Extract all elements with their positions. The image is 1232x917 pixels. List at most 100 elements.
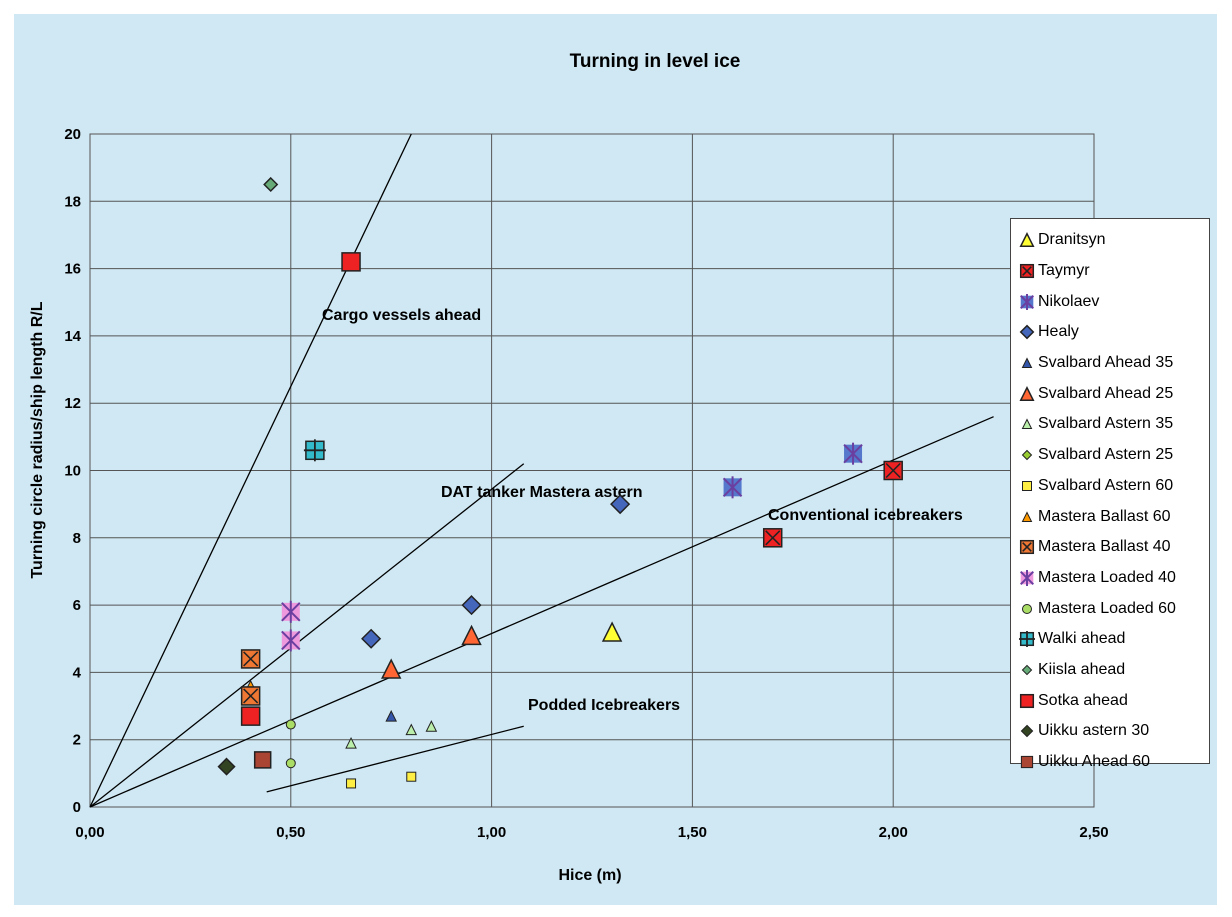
data-point	[240, 686, 261, 706]
legend-marker	[1019, 540, 1035, 555]
trend-line	[89, 463, 525, 808]
legend-label: Svalbard Astern 35	[1038, 415, 1174, 433]
data-point	[341, 252, 361, 272]
legend-label: Mastera Loaded 40	[1038, 568, 1176, 586]
y-axis-label: Turning circle radius/ship length R/L	[29, 301, 46, 578]
legend-label: Svalbard Ahead 25	[1038, 384, 1174, 402]
legend-marker	[1022, 603, 1032, 614]
legend-item: Svalbard Ahead 25	[1019, 378, 1203, 409]
legend-marker	[1019, 232, 1035, 248]
legend-marker	[1019, 385, 1035, 401]
legend-marker	[1021, 449, 1033, 461]
data-point	[240, 649, 261, 669]
data-point	[361, 628, 382, 649]
legend-marker	[1019, 569, 1035, 586]
legend-item: Mastera Ballast 60	[1019, 501, 1203, 532]
y-tick-label: 10	[64, 463, 81, 480]
data-point	[217, 757, 236, 776]
legend-label: Svalbard Ahead 35	[1038, 354, 1174, 372]
y-tick-label: 18	[64, 193, 81, 210]
legend-item: Walki ahead	[1019, 624, 1203, 655]
legend-marker	[1021, 510, 1033, 522]
legend-label: Mastera Loaded 60	[1038, 599, 1176, 617]
legend-label: Kiisla ahead	[1038, 660, 1126, 678]
trend-line-label: Conventional icebreakers	[768, 507, 963, 524]
data-point	[843, 442, 863, 465]
x-tick-label: 2,50	[1079, 824, 1108, 841]
data-point	[285, 758, 296, 769]
legend-item: Mastera Loaded 60	[1019, 593, 1203, 624]
legend-label: Taymyr	[1038, 262, 1090, 280]
data-point	[240, 706, 261, 726]
data-point	[346, 778, 357, 789]
data-point	[345, 736, 357, 749]
y-tick-label: 20	[64, 126, 81, 143]
legend-marker	[1020, 725, 1034, 738]
y-tick-label: 14	[64, 328, 81, 345]
legend-label: Mastera Ballast 60	[1038, 507, 1171, 525]
data-point	[610, 494, 631, 515]
legend-marker	[1021, 418, 1033, 430]
legend-marker	[1019, 631, 1035, 648]
trend-line	[89, 416, 994, 808]
axes: 0,00 0,50 1,00 1,50 2,00 2,50 0 2 4 6 8 10 12 14 16 18 2…	[64, 126, 1108, 841]
legend-label: Svalbard Astern 25	[1038, 446, 1174, 464]
legend-item: Healy	[1019, 317, 1203, 348]
legend-item: Nikolaev	[1019, 286, 1203, 317]
data-point	[461, 595, 482, 616]
legend-marker	[1020, 755, 1034, 769]
legend-item: Kiisla ahead	[1019, 655, 1203, 686]
data-point	[461, 624, 482, 646]
y-tick-label: 12	[64, 395, 81, 412]
y-tick-label: 4	[73, 664, 82, 681]
y-tick-label: 2	[73, 732, 81, 749]
legend-marker	[1021, 357, 1033, 369]
data-point	[385, 710, 398, 722]
data-point	[883, 460, 903, 481]
x-tick-label: 0,50	[276, 824, 305, 841]
data-point	[281, 629, 301, 652]
data-point	[601, 621, 623, 642]
data-point	[285, 719, 296, 730]
data-point	[303, 439, 326, 462]
legend-item: Taymyr	[1019, 256, 1203, 287]
legend-item: Svalbard Astern 35	[1019, 409, 1203, 440]
legend-item: Mastera Loaded 40	[1019, 563, 1203, 594]
data-point	[263, 176, 279, 193]
y-tick-label: 0	[73, 799, 81, 816]
legend-label: Uikku astern 30	[1038, 722, 1150, 740]
legend-item: Uikku Ahead 60	[1019, 747, 1203, 778]
legend-label: Healy	[1038, 323, 1079, 341]
legend-item: Svalbard Astern 60	[1019, 471, 1203, 502]
data-point	[253, 751, 272, 769]
legend-marker	[1022, 480, 1032, 491]
y-tick-label: 16	[64, 261, 81, 278]
legend-item: Uikku astern 30	[1019, 716, 1203, 747]
data-point	[380, 658, 402, 679]
legend-label: Mastera Ballast 40	[1038, 538, 1171, 556]
legend-marker	[1019, 693, 1035, 708]
legend-marker	[1019, 263, 1035, 279]
x-tick-label: 1,00	[477, 824, 506, 841]
legend-marker	[1019, 293, 1035, 310]
legend-marker	[1021, 664, 1033, 676]
legend-marker	[1019, 325, 1035, 340]
trend-line	[266, 725, 524, 793]
trend-line-label: Cargo vessels ahead	[322, 307, 481, 324]
x-axis-label: Hice (m)	[558, 867, 621, 884]
y-tick-label: 6	[73, 597, 81, 614]
data-points	[217, 176, 903, 789]
x-tick-label: 1,50	[678, 824, 707, 841]
data-point	[762, 528, 783, 548]
legend: Dranitsyn Taymyr Nikolaev Healy Svalbard Ahe…	[1010, 218, 1210, 770]
legend-label: Sotka ahead	[1038, 691, 1128, 709]
data-point	[722, 476, 743, 499]
legend-label: Uikku Ahead 60	[1038, 753, 1151, 771]
trend-line-label: Podded Icebreakers	[528, 697, 680, 714]
data-point	[405, 723, 418, 736]
chart-title: Turning in level ice	[570, 51, 741, 72]
legend-item: Sotka ahead	[1019, 685, 1203, 716]
legend-label: Dranitsyn	[1038, 231, 1106, 249]
data-point	[425, 720, 438, 732]
